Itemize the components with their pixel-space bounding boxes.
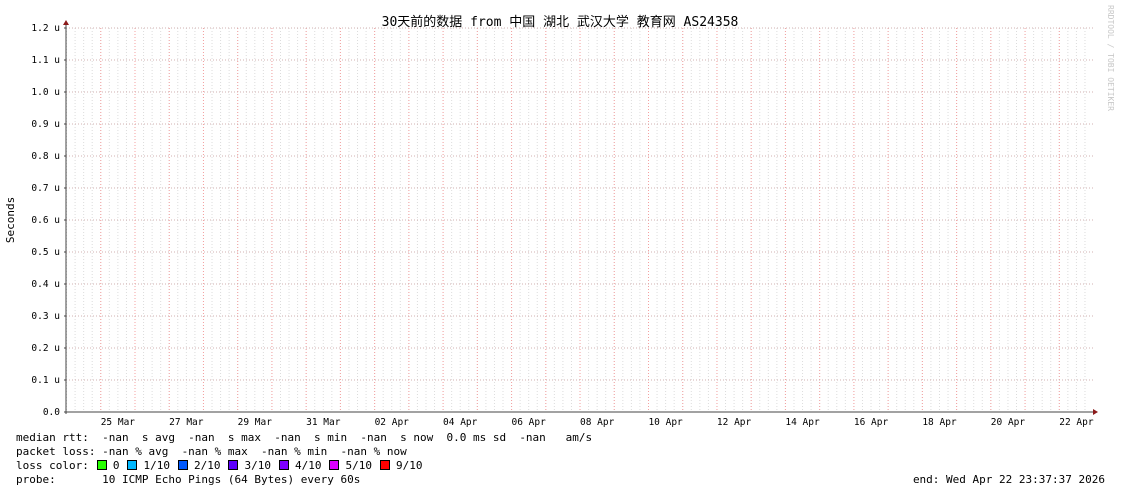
loss-color-label-item: 2/10 xyxy=(193,459,221,472)
legend-probe: probe: 10 ICMP Echo Pings (64 Bytes) eve… xyxy=(16,473,361,486)
loss-color-swatch xyxy=(379,460,390,470)
x-tick-label: 16 Apr xyxy=(854,417,889,428)
x-tick-label: 25 Mar xyxy=(101,417,136,428)
grid xyxy=(66,27,1093,412)
loss-color-label-item: 9/10 xyxy=(395,459,423,472)
x-tick-label: 18 Apr xyxy=(922,417,957,428)
y-axis-arrow xyxy=(63,20,69,25)
loss-color-label-item: 0 xyxy=(112,459,120,472)
x-tick-label: 31 Mar xyxy=(306,417,341,428)
x-tick-label: 10 Apr xyxy=(648,417,683,428)
y-tick-label: 0.3 u xyxy=(31,311,60,322)
x-tick-label: 20 Apr xyxy=(991,417,1026,428)
loss-color-swatch xyxy=(127,460,138,470)
x-tick-label: 02 Apr xyxy=(375,417,410,428)
y-axis-label: Seconds xyxy=(4,197,17,243)
legend-loss-color: loss color: 0 1/10 2/10 3/10 4/10 5/10 9/10 xyxy=(16,459,422,473)
y-tick-label: 0.9 u xyxy=(31,119,60,130)
y-tick-label: 0.4 u xyxy=(31,279,60,290)
y-tick-label: 0.2 u xyxy=(31,343,60,354)
y-tick-label: 1.1 u xyxy=(31,55,60,66)
x-tick-label: 04 Apr xyxy=(443,417,478,428)
y-tick-label: 0.5 u xyxy=(31,247,60,258)
legend-packet-loss: packet loss: -nan % avg -nan % max -nan … xyxy=(16,445,407,458)
x-tick-label: 12 Apr xyxy=(717,417,752,428)
loss-color-swatch xyxy=(177,460,188,470)
y-tick-label: 0.8 u xyxy=(31,151,60,162)
watermark: RRDTOOL / TOBI OETIKER xyxy=(1106,5,1115,111)
axes xyxy=(63,20,1098,415)
y-tick-label: 0.7 u xyxy=(31,183,60,194)
chart-title: 30天前的数据 from 中国 湖北 武汉大学 教育网 AS24358 xyxy=(382,14,739,30)
loss-color-label-item: 5/10 xyxy=(345,459,372,472)
loss-color-label: loss color: xyxy=(16,459,89,472)
loss-color-label-item: 4/10 xyxy=(294,459,322,472)
y-tick-label: 0.1 u xyxy=(31,375,60,386)
x-tick-label: 22 Apr xyxy=(1059,417,1094,428)
loss-color-label-item: 1/10 xyxy=(143,459,170,472)
end-time: end: Wed Apr 22 23:37:37 2026 xyxy=(912,473,1105,486)
loss-color-swatch xyxy=(329,460,340,470)
x-tick-label: 08 Apr xyxy=(580,417,615,428)
y-tick-label: 1.0 u xyxy=(31,87,60,98)
legend-median-rtt: median rtt: -nan s avg -nan s max -nan s… xyxy=(16,431,593,444)
loss-color-label-item: 3/10 xyxy=(244,459,271,472)
x-tick-label: 06 Apr xyxy=(512,417,547,428)
chart: 0.0 0.1 u 0.2 u 0.3 u 0.4 u 0.5 u 0.6 u 0.7 u 0.… xyxy=(4,5,1115,428)
loss-color-swatch xyxy=(278,460,289,470)
x-tick-label: 14 Apr xyxy=(785,417,820,428)
x-axis-arrow xyxy=(1093,409,1098,415)
tick-labels: 0.0 0.1 u 0.2 u 0.3 u 0.4 u 0.5 u 0.6 u 0.7 u 0.… xyxy=(31,23,1093,428)
y-tick-label: 0.6 u xyxy=(31,215,60,226)
loss-color-swatch xyxy=(96,460,107,470)
y-tick-label: 0.0 xyxy=(43,407,60,418)
y-tick-label: 1.2 u xyxy=(31,23,60,34)
loss-color-swatch xyxy=(228,460,239,470)
x-tick-label: 27 Mar xyxy=(169,417,204,428)
x-tick-label: 29 Mar xyxy=(238,417,273,428)
